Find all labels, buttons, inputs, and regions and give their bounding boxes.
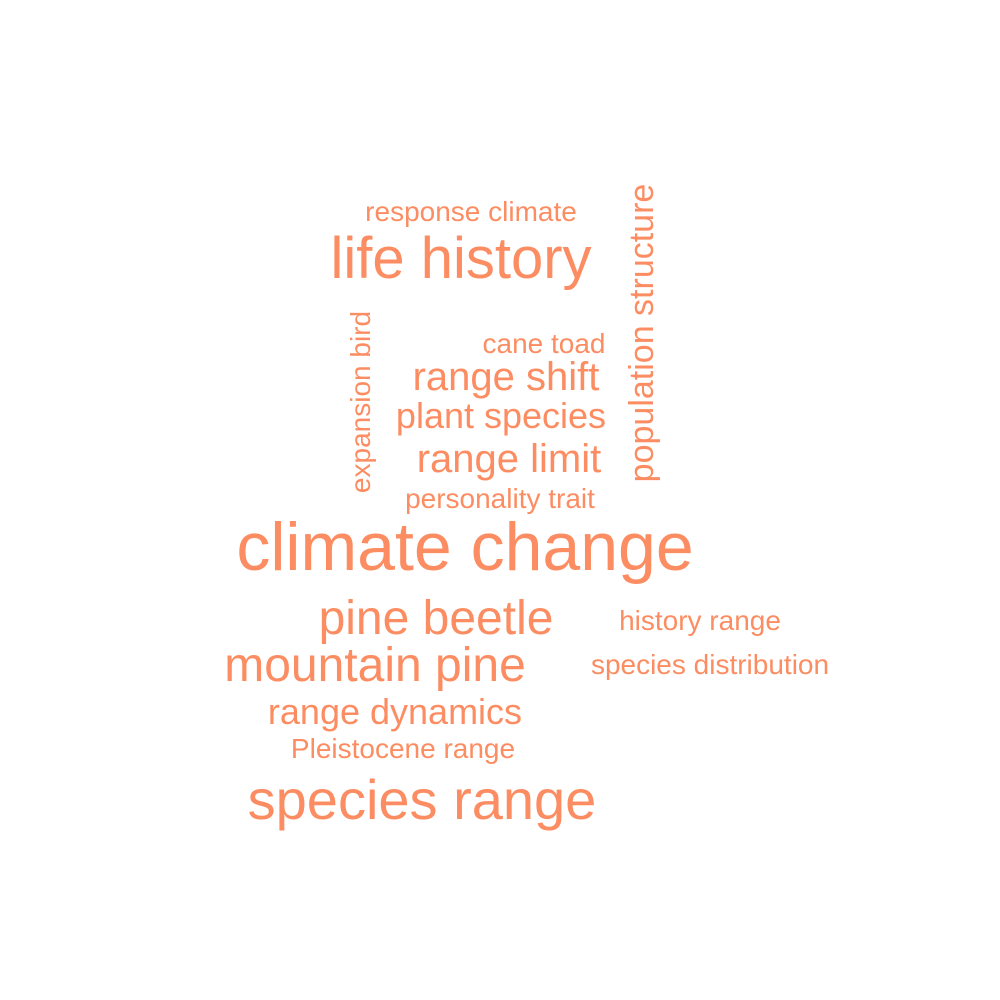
word-pleistocene-range: Pleistocene range [291, 733, 515, 764]
word-life-history: life history [330, 226, 591, 291]
word-plant-species: plant species [396, 395, 606, 436]
word-species-range: species range [248, 768, 597, 831]
word-species-distribution: species distribution [591, 649, 829, 680]
word-population-structure: population structure [623, 184, 661, 483]
word-expansion-bird: expansion bird [345, 311, 376, 493]
word-range-shift: range shift [413, 355, 600, 399]
word-mountain-pine: mountain pine [224, 639, 526, 692]
word-response-climate: response climate [365, 196, 577, 227]
word-pine-beetle: pine beetle [319, 592, 554, 645]
word-cane-toad: cane toad [483, 328, 606, 359]
word-range-dynamics: range dynamics [268, 691, 522, 732]
word-history-range: history range [619, 605, 781, 636]
word-personality-trait: personality trait [405, 483, 595, 514]
word-range-limit: range limit [417, 437, 602, 481]
word-climate-change: climate change [236, 509, 693, 585]
